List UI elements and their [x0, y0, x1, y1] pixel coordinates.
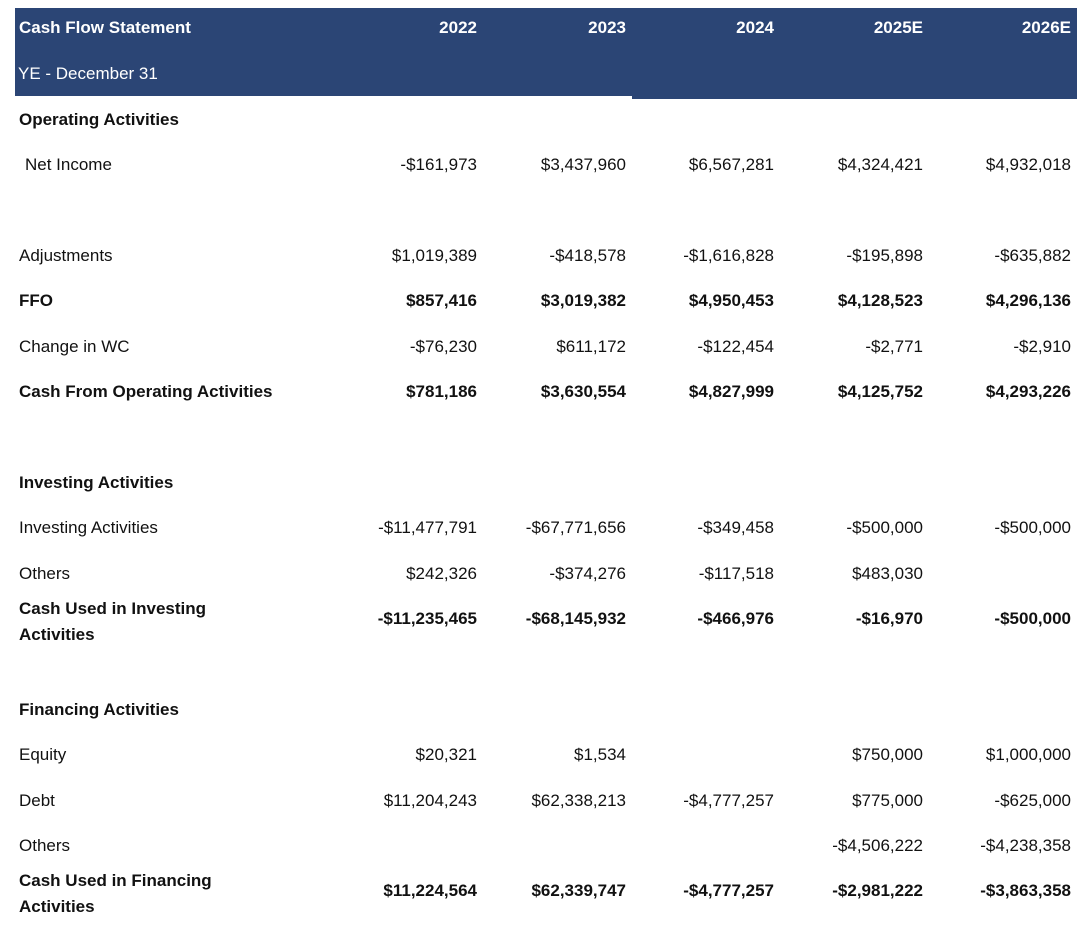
value-cell: $4,827,999: [688, 382, 774, 401]
value-cell: -$76,230: [409, 337, 477, 356]
value-cell: $4,296,136: [985, 291, 1071, 310]
value-cell: -$2,910: [1013, 337, 1071, 356]
year-header-2026e: 2026E: [1021, 18, 1071, 37]
value-cell: -$418,578: [549, 246, 626, 265]
value-cell: -$500,000: [994, 518, 1071, 537]
value-cell: -$67,771,656: [525, 518, 626, 537]
value-cell: -$625,000: [994, 791, 1071, 810]
value-cell: $611,172: [556, 337, 626, 356]
value-cell: -$117,518: [698, 564, 774, 583]
row-label-financing-others: Others: [19, 836, 71, 855]
table-header: Cash Flow Statement YE - December 31 202…: [15, 8, 1077, 96]
value-cell: $11,204,243: [383, 791, 477, 810]
row-label-cash-used-financing: Cash Used in Financing Activities: [19, 871, 212, 916]
value-cell: $3,437,960: [540, 155, 626, 174]
value-cell: $242,326: [406, 564, 477, 583]
value-cell: $4,324,421: [837, 155, 923, 174]
row-label-cash-used-investing: Cash Used in Investing Activities: [19, 599, 207, 644]
value-cell: $1,019,389: [391, 246, 477, 265]
value-cell: -$11,477,791: [378, 518, 477, 537]
value-cell: -$68,145,932: [525, 609, 626, 628]
year-header-2024: 2024: [736, 18, 774, 37]
row-label-net-income: Net Income: [25, 155, 112, 174]
value-cell: $3,019,382: [540, 291, 626, 310]
value-cell: -$500,000: [994, 609, 1071, 628]
value-cell: $4,950,453: [688, 291, 774, 310]
year-header-2022: 2022: [439, 18, 477, 37]
value-cell: -$4,777,257: [683, 791, 774, 810]
value-cell: $781,186: [406, 382, 477, 401]
section-heading-financing: Financing Activities: [19, 700, 179, 719]
value-cell: $857,416: [406, 291, 477, 310]
row-label-equity: Equity: [19, 745, 67, 764]
value-cell: $1,000,000: [985, 745, 1071, 764]
value-cell: $4,125,752: [837, 382, 923, 401]
value-cell: -$195,898: [846, 246, 923, 265]
value-cell: -$635,882: [994, 246, 1071, 265]
row-label-cash-from-operating: Cash From Operating Activities: [19, 382, 273, 401]
value-cell: $775,000: [852, 791, 923, 810]
statement-title: Cash Flow Statement: [19, 18, 191, 37]
value-cell: -$11,235,465: [377, 609, 477, 628]
fiscal-year-end-label: YE - December 31: [18, 64, 158, 83]
section-heading-operating: Operating Activities: [19, 110, 179, 129]
row-label-adjustments: Adjustments: [19, 246, 113, 265]
value-cell: $11,224,564: [383, 881, 477, 900]
row-label-investing-activities: Investing Activities: [19, 518, 158, 537]
row-label-change-in-wc: Change in WC: [19, 337, 130, 356]
value-cell: -$4,506,222: [832, 836, 923, 855]
row-label-investing-others: Others: [19, 564, 71, 583]
value-cell: $3,630,554: [540, 382, 626, 401]
value-cell: -$1,616,828: [683, 246, 774, 265]
value-cell: -$374,276: [549, 564, 626, 583]
value-cell: -$4,777,257: [683, 881, 774, 900]
value-cell: $62,339,747: [531, 881, 626, 900]
value-cell: $4,293,226: [985, 382, 1071, 401]
value-cell: $62,338,213: [531, 791, 626, 810]
value-cell: $20,321: [415, 745, 477, 764]
value-cell: $750,000: [852, 745, 923, 764]
value-cell: -$500,000: [846, 518, 923, 537]
section-heading-investing: Investing Activities: [19, 473, 174, 492]
year-header-2025e: 2025E: [873, 18, 923, 37]
value-cell: -$466,976: [697, 609, 774, 628]
value-cell: -$3,863,358: [980, 881, 1071, 900]
row-label-ffo: FFO: [19, 291, 53, 310]
value-cell: $483,030: [852, 564, 923, 583]
value-cell: -$16,970: [855, 609, 923, 628]
value-cell: -$161,973: [400, 155, 477, 174]
year-header-2023: 2023: [588, 18, 626, 37]
value-cell: -$4,238,358: [980, 836, 1071, 855]
value-cell: $1,534: [574, 745, 626, 764]
value-cell: -$122,454: [697, 337, 774, 356]
value-cell: -$349,458: [697, 518, 774, 537]
value-cell: -$2,771: [865, 337, 923, 356]
value-cell: $4,128,523: [837, 291, 923, 310]
value-cell: -$2,981,222: [832, 881, 923, 900]
value-cell: $6,567,281: [688, 155, 774, 174]
header-underline: [632, 96, 1077, 99]
row-label-debt: Debt: [19, 791, 55, 810]
value-cell: $4,932,018: [985, 155, 1071, 174]
